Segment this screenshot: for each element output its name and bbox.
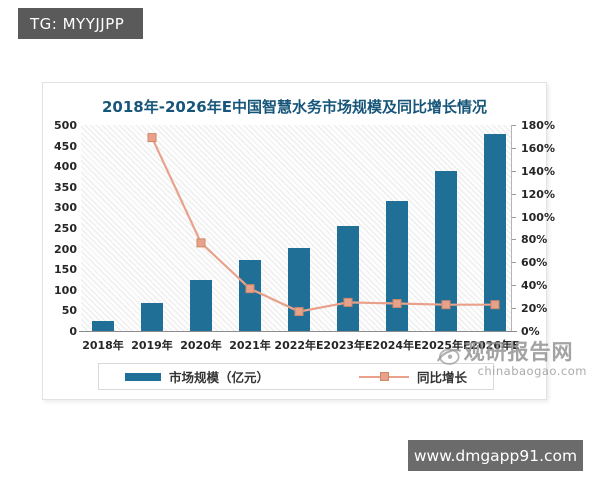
growth-marker bbox=[245, 284, 255, 294]
y-right-tick-label: 100% bbox=[521, 210, 555, 224]
y-right-tick-label: 60% bbox=[521, 256, 548, 270]
x-tick-label: 2019年 bbox=[131, 339, 173, 352]
y-right-tick bbox=[511, 170, 516, 172]
y-right-tick bbox=[511, 147, 516, 149]
x-tick-label: 2022年E bbox=[274, 339, 324, 352]
site-url-badge: www.dmgapp91.com bbox=[408, 440, 583, 471]
y-left-tick-label: 200 bbox=[54, 242, 77, 256]
market-size-bar bbox=[337, 225, 359, 331]
y-left-tick-label: 250 bbox=[54, 222, 77, 235]
y-left-tick-label: 150 bbox=[54, 263, 77, 277]
x-tick-label: 2023年E bbox=[323, 339, 373, 352]
growth-marker bbox=[196, 238, 206, 248]
growth-marker bbox=[294, 307, 304, 317]
line-swatch-icon bbox=[359, 372, 409, 381]
site-url-label: www.dmgapp91.com bbox=[413, 446, 578, 465]
y-left-tick-label: 350 bbox=[54, 180, 77, 194]
y-right-tick bbox=[511, 285, 516, 287]
market-size-bar bbox=[141, 302, 163, 331]
tg-contact-badge: TG: MYYJJPP bbox=[18, 8, 143, 39]
growth-marker bbox=[490, 300, 500, 310]
y-left-tick-label: 500 bbox=[54, 119, 77, 132]
growth-line bbox=[151, 137, 495, 313]
y-right-tick-label: 140% bbox=[521, 164, 555, 178]
market-size-bar bbox=[386, 201, 408, 331]
market-size-bar bbox=[190, 279, 212, 331]
y-left-tick-label: 100 bbox=[54, 283, 77, 297]
y-right-tick-label: 20% bbox=[521, 302, 548, 316]
y-right-tick-label: 120% bbox=[521, 187, 555, 201]
growth-marker bbox=[147, 133, 157, 143]
y-right-tick bbox=[511, 262, 516, 264]
tg-contact-label: TG: MYYJJPP bbox=[30, 14, 125, 33]
chart-panel: 2018年-2026年E中国智慧水务市场规模及同比增长情况 0 50 100 150 2… bbox=[42, 82, 586, 400]
x-tick-label: 2018年 bbox=[82, 339, 124, 352]
growth-line-series bbox=[147, 133, 500, 317]
y-left-tick-label: 300 bbox=[54, 201, 77, 215]
right-axis-line bbox=[511, 125, 512, 331]
y-left-tick-label: 450 bbox=[54, 139, 77, 153]
y-right-tick bbox=[511, 239, 516, 241]
y-left-tick-label: 50 bbox=[61, 304, 77, 318]
y-left-tick-label: 400 bbox=[54, 160, 77, 174]
y-right-tick-label: 40% bbox=[521, 279, 548, 293]
x-tick-label: 2024年E bbox=[372, 339, 422, 352]
chart-title: 2018年-2026年E中国智慧水务市场规模及同比增长情况 bbox=[102, 98, 487, 116]
y-right-tick-label: 180% bbox=[521, 119, 555, 132]
y-right-tick-label: 160% bbox=[521, 141, 555, 155]
growth-marker bbox=[392, 299, 402, 309]
market-size-bar bbox=[435, 171, 457, 331]
bar-swatch-icon bbox=[124, 372, 161, 381]
legend-item-market-size: 市场规模（亿元） bbox=[124, 367, 269, 386]
market-size-bar bbox=[92, 320, 114, 331]
legend-item-growth: 同比增长 bbox=[359, 367, 467, 386]
growth-marker bbox=[441, 300, 451, 310]
y-right-tick bbox=[511, 125, 516, 126]
y-right-tick bbox=[511, 216, 516, 218]
legend-label-growth: 同比增长 bbox=[417, 370, 468, 385]
x-axis-line bbox=[79, 331, 517, 332]
y-right-tick bbox=[511, 308, 516, 310]
legend-label-market-size: 市场规模（亿元） bbox=[168, 370, 269, 385]
x-tick-label: 2020年 bbox=[180, 339, 222, 352]
legend: 市场规模（亿元） 同比增长 bbox=[98, 363, 494, 390]
y-right-tick-label: 80% bbox=[521, 233, 548, 247]
x-tick-label: 2026年E bbox=[470, 339, 520, 352]
x-tick-label: 2025年E bbox=[421, 339, 471, 352]
y-left-tick-label: 0 bbox=[69, 325, 77, 338]
market-size-bar bbox=[239, 260, 261, 331]
x-tick-label: 2021年 bbox=[229, 339, 271, 352]
growth-marker bbox=[343, 297, 353, 307]
y-right-tick-label: 0% bbox=[521, 325, 540, 338]
market-size-bar bbox=[484, 134, 506, 331]
y-right-tick bbox=[511, 193, 516, 195]
